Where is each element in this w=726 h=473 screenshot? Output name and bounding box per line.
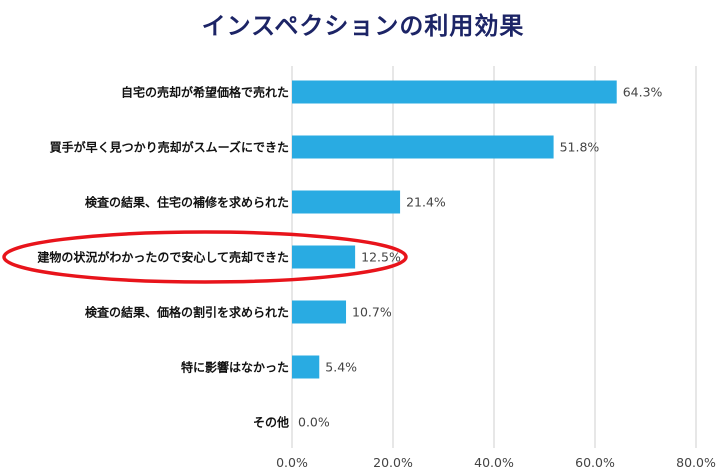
highlight-ellipse [2,230,408,284]
tick-label-4: 80.0% [676,455,716,470]
value-label-2: 21.4% [406,195,446,210]
bar-1 [292,135,554,159]
value-label-4: 10.7% [352,305,392,320]
value-label-3: 12.5% [361,250,401,265]
category-label-0: 自宅の売却が希望価格で売れた [121,85,289,100]
bar-0 [292,80,617,104]
bar-3 [292,245,356,269]
bar-5 [292,355,320,379]
value-label-6: 0.0% [298,415,330,430]
gridlines [291,66,697,448]
category-label-4: 検査の結果、価格の割引を求められた [85,305,289,320]
labels: 0.0% 20.0% 40.0% 60.0% 80.0% 自宅の売却が希望価格で売れた 64… [2,85,716,470]
tick-label-0: 0.0% [276,455,308,470]
category-label-3: 建物の状況がわかったので安心して売却できた [36,250,289,265]
bar-2 [292,190,401,214]
category-label-5: 特に影響はなかった [181,360,289,375]
category-label-1: 買手が早く見つかり売却がスムーズにできた [50,140,289,155]
value-label-0: 64.3% [623,85,663,100]
bar-4 [292,300,347,324]
value-label-5: 5.4% [325,360,357,375]
tick-label-3: 60.0% [575,455,615,470]
value-label-1: 51.8% [560,140,600,155]
category-label-2: 検査の結果、住宅の補修を求められた [85,195,289,210]
chart-title: インスペクションの利用効果 [201,12,525,40]
tick-label-2: 40.0% [474,455,514,470]
category-label-6: その他 [253,415,289,430]
bars [292,80,617,379]
tick-label-1: 20.0% [373,455,413,470]
